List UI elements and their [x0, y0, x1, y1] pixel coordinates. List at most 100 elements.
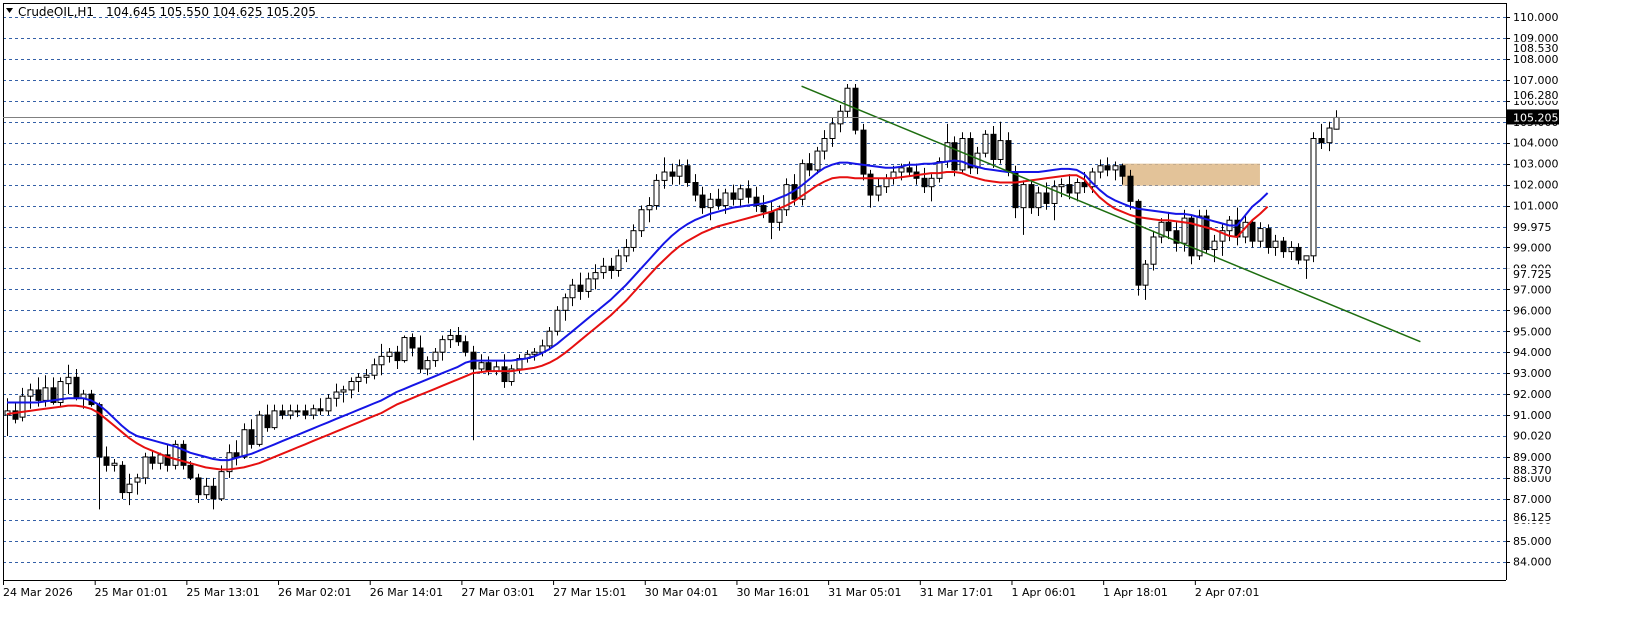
candle-bear	[73, 376, 80, 399]
candle-bear	[1104, 165, 1111, 171]
y-tick-label: 85.000	[1513, 535, 1552, 548]
symbol-label: CrudeOIL,H1	[18, 5, 94, 19]
candle-bull	[546, 330, 553, 347]
candle-bull	[1035, 192, 1042, 209]
y-tick-label: 93.000	[1513, 367, 1552, 380]
y-tick-label: 96.000	[1513, 304, 1552, 317]
candle-bull	[531, 351, 538, 355]
candle-bull	[287, 410, 294, 416]
candle-bear	[119, 464, 126, 494]
candle-bull	[1211, 240, 1218, 251]
candle-bull	[111, 462, 118, 466]
candle-bull	[600, 265, 607, 274]
dropdown-triangle-icon[interactable]	[6, 8, 13, 13]
candle-bull	[42, 387, 49, 401]
candle-bear	[1012, 171, 1019, 209]
candle-bull	[241, 429, 248, 458]
x-tick-label: 31 Mar 05:01	[828, 586, 901, 599]
y-tick-label: 108.000	[1513, 53, 1559, 66]
y-tick-label: 87.000	[1513, 493, 1552, 506]
x-tick-label: 26 Mar 02:01	[278, 586, 351, 599]
candle-bear	[501, 366, 508, 383]
candle-bull	[737, 188, 744, 200]
x-tick-label: 25 Mar 13:01	[186, 586, 259, 599]
candle-bear	[1295, 246, 1302, 261]
trendline	[801, 85, 1421, 343]
candle-bear	[1081, 182, 1088, 188]
x-tick-label: 31 Mar 17:01	[920, 586, 993, 599]
candle-bear	[1135, 200, 1142, 286]
chart-header: CrudeOIL,H1 104.645 105.550 104.625 105.…	[6, 5, 316, 19]
x-tick-label: 26 Mar 14:01	[370, 586, 443, 599]
price-marker-box	[1507, 221, 1559, 234]
candle-bull	[371, 364, 378, 376]
x-tick-label: 27 Mar 15:01	[553, 586, 626, 599]
y-tick-label: 94.000	[1513, 346, 1552, 359]
candle-bear	[760, 205, 767, 213]
candle-bear	[1318, 138, 1325, 144]
candle-bull	[562, 297, 569, 311]
candle-bull	[1112, 165, 1119, 171]
candle-bear	[1005, 140, 1012, 173]
candle-bull	[1058, 184, 1065, 188]
y-tick-label: 110.000	[1513, 11, 1559, 24]
candle-bull	[424, 360, 431, 370]
candle-bull	[1272, 240, 1279, 248]
candle-bull	[1196, 215, 1203, 257]
y-tick-label: 102.000	[1513, 179, 1559, 192]
candle-bear	[906, 167, 913, 173]
candle-bear	[753, 196, 760, 207]
current-price-box	[1507, 109, 1559, 125]
current-price-label: 105.205	[1513, 111, 1559, 124]
candle-bull	[325, 397, 332, 412]
candle-bull	[875, 186, 882, 196]
trendline-layer	[801, 85, 1421, 343]
candle-bull	[623, 246, 630, 257]
candle-bull	[646, 205, 653, 211]
candle-bear	[210, 485, 217, 500]
candle-bull	[19, 395, 26, 418]
price-marker-box	[1507, 464, 1559, 477]
candle-bear	[806, 163, 813, 171]
candle-bull	[676, 165, 683, 177]
candle-bull	[1142, 263, 1149, 286]
candle-bull	[348, 381, 355, 391]
candle-bear	[1127, 175, 1134, 202]
supply-zone	[1122, 163, 1260, 186]
candle-bear	[35, 389, 42, 401]
price-marker-label: 106.280	[1513, 89, 1559, 102]
candle-bull	[592, 272, 599, 280]
candle-bull	[883, 177, 890, 188]
candle-bull	[271, 410, 278, 429]
candle-bear	[860, 129, 867, 175]
candle-bull	[722, 192, 729, 207]
candle-bull	[1097, 165, 1104, 173]
price-marker-label: 90.020	[1513, 430, 1552, 443]
candle-bear	[187, 464, 194, 479]
candle-bear	[1173, 230, 1180, 244]
price-axis: 110.000109.000108.000107.000106.000105.0…	[3, 3, 1559, 581]
candle-bear	[103, 456, 110, 466]
y-tick-label: 84.000	[1513, 556, 1552, 569]
x-tick-label: 25 Mar 01:01	[95, 586, 168, 599]
price-marker-label: 86.125	[1513, 511, 1552, 524]
candle-bull	[821, 138, 828, 152]
candle-bull	[982, 133, 989, 154]
candle-bear	[485, 362, 492, 372]
candle-bear	[1249, 221, 1256, 242]
candle-bear	[455, 334, 462, 343]
candle-bull	[630, 230, 637, 248]
candle-bull	[439, 339, 446, 353]
candle-bear	[264, 414, 271, 429]
candle-bull	[256, 414, 263, 445]
candle-bear	[248, 429, 255, 445]
candle-bull	[386, 351, 393, 357]
candle-bear	[577, 284, 584, 292]
candle-bear	[1203, 215, 1210, 251]
candle-bear	[394, 351, 401, 362]
candle-bull	[776, 209, 783, 223]
candle-bear	[1028, 184, 1035, 209]
candle-bull	[294, 410, 301, 413]
